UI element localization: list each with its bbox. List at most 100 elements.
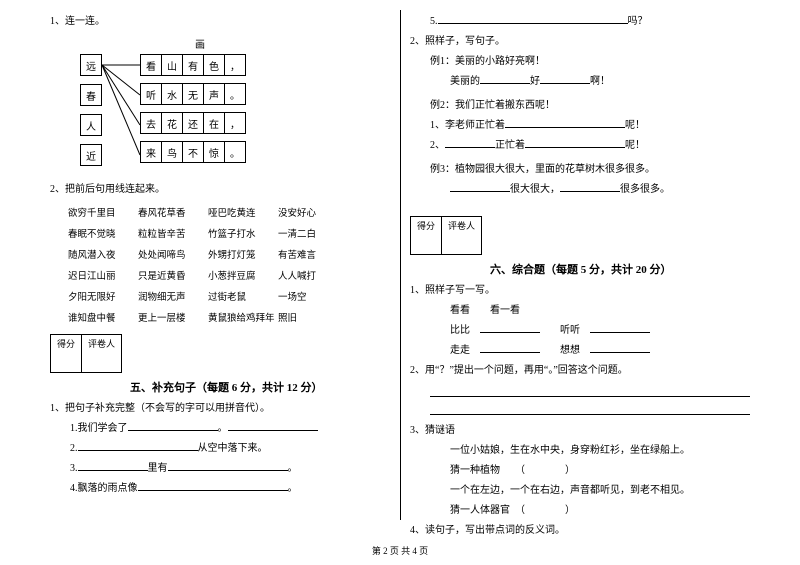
t: 2、	[430, 140, 445, 151]
gcell: ，	[224, 112, 246, 134]
pcell: 只是近黄昏	[138, 268, 208, 282]
grid-row: 看 山 有 色 ，	[140, 54, 245, 75]
grid-row: 来 鸟 不 惊 。	[140, 141, 245, 162]
grader-label: 评卷人	[82, 335, 121, 352]
pair-row: 春眠不觉晓粒粒皆辛苦竹篮子打水一清二白	[68, 226, 390, 240]
pcell: 谁知盘中餐	[68, 310, 138, 324]
q6-1: 1、照样子写一写。	[410, 283, 750, 299]
answer-line[interactable]	[430, 405, 750, 415]
fill-suffix: 从空中落下来。	[198, 443, 268, 454]
grader-cell: 评卷人	[441, 216, 482, 255]
fill-suffix: 吗？	[628, 16, 648, 27]
lcell-3: 近	[80, 144, 102, 166]
pcell: 润物细无声	[138, 289, 208, 303]
grader-label: 评卷人	[442, 217, 481, 234]
pcell: 更上一层楼	[138, 310, 208, 324]
t: 想想	[560, 345, 580, 356]
pcell: 照旧	[278, 310, 338, 324]
blank[interactable]	[438, 14, 628, 24]
blank[interactable]	[480, 343, 540, 353]
fill-item-4: 4.飘落的雨点像。	[50, 481, 390, 497]
pcell: 小葱拌豆腐	[208, 268, 278, 282]
pcell: 迟日江山丽	[68, 268, 138, 282]
fill-item-1: 1.我们学会了。	[50, 421, 390, 437]
matching-grid: 画 远 春 人 近 看 山 有 色 ， 听 水 无 声	[80, 36, 390, 176]
q6-1c: 走走 想想	[410, 343, 750, 359]
ex3: 例3：植物园很大很大，里面的花草树木很多很多。	[410, 162, 750, 178]
q6-3b: 猜一种植物 （ ）	[410, 463, 750, 479]
blank[interactable]	[450, 182, 510, 192]
blank[interactable]	[480, 323, 540, 333]
score-label: 得分	[411, 217, 441, 234]
gcell: ，	[224, 54, 246, 76]
gcell: 色	[203, 54, 225, 76]
pcell: 随风潜入夜	[68, 247, 138, 261]
blank[interactable]	[590, 323, 650, 333]
blank[interactable]	[525, 138, 625, 148]
blank[interactable]	[560, 182, 620, 192]
score-cell: 得分	[50, 334, 82, 373]
gcell: 声	[203, 83, 225, 105]
gcell: 。	[224, 83, 246, 105]
q6-3a: 一位小姑娘，生在水中央，身穿粉红衫，坐在绿船上。	[410, 443, 750, 459]
blank[interactable]	[445, 138, 495, 148]
answer-line[interactable]	[430, 387, 750, 397]
section-5-title: 五、补充句子（每题 6 分，共计 12 分）	[50, 379, 390, 395]
t: 听听	[560, 325, 580, 336]
gcell: 无	[182, 83, 204, 105]
fill-prefix: 2.	[70, 443, 78, 454]
pair-row: 迟日江山丽只是近黄昏小葱拌豆腐人人喊打	[68, 268, 390, 282]
gcell: 看	[140, 54, 162, 76]
q1-label: 1、连一连。	[50, 14, 390, 30]
t: 好	[530, 76, 540, 87]
gcell: 听	[140, 83, 162, 105]
pcell: 没安好心	[278, 205, 338, 219]
ex2: 例2：我们正忙着搬东西呢！	[410, 98, 750, 114]
right-grid: 看 山 有 色 ， 听 水 无 声 。 去 花 还 在	[140, 54, 245, 162]
blank[interactable]	[78, 461, 148, 471]
fill-item-3: 3.里有。	[50, 461, 390, 477]
grid-row: 去 花 还 在 ，	[140, 112, 245, 133]
pcell: 竹篮子打水	[208, 226, 278, 240]
blank[interactable]	[228, 421, 318, 431]
pcell: 一场空	[278, 289, 338, 303]
pcell: 粒粒皆辛苦	[138, 226, 208, 240]
pcell: 人人喊打	[278, 268, 338, 282]
gcell: 来	[140, 141, 162, 163]
pcell: 夕阳无限好	[68, 289, 138, 303]
blank[interactable]	[138, 481, 288, 491]
lcell-1: 春	[80, 84, 102, 106]
worksheet-page: 1、连一连。 画 远 春 人 近 看 山 有 色 ， 听 水	[0, 0, 800, 540]
pcell: 春眠不觉晓	[68, 226, 138, 240]
ex2-1: 1、李老师正忙着 呢！	[410, 118, 750, 134]
pcell: 有苦难言	[278, 247, 338, 261]
section-6-title: 六、综合题（每题 5 分，共计 20 分）	[410, 261, 750, 277]
blank[interactable]	[540, 74, 590, 84]
pair-table: 欲穷千里目春风花草香哑巴吃黄连没安好心 春眠不觉晓粒粒皆辛苦竹篮子打水一清二白 …	[68, 205, 390, 324]
blank[interactable]	[505, 118, 625, 128]
pcell: 黄鼠狼给鸡拜年	[208, 310, 278, 324]
q6-4: 4、读句子，写出带点词的反义词。	[410, 523, 750, 539]
blank[interactable]	[128, 421, 218, 431]
grid-row: 听 水 无 声 。	[140, 83, 245, 104]
t: 很大很大，	[510, 184, 560, 195]
t: 呢！	[625, 120, 645, 131]
ex1: 例1：美丽的小路好亮啊！	[410, 54, 750, 70]
q6-3c: 一个在左边，一个在右边，声音都听见，到老不相见。	[410, 483, 750, 499]
page-footer: 第 2 页 共 4 页	[0, 540, 800, 557]
q6-3: 3、猜谜语	[410, 423, 750, 439]
blank[interactable]	[78, 441, 198, 451]
blank[interactable]	[168, 461, 288, 471]
t: 很多很多。	[620, 184, 670, 195]
blank[interactable]	[480, 74, 530, 84]
pcell: 处处闻啼鸟	[138, 247, 208, 261]
q2-label: 2、把前后句用线连起来。	[50, 182, 390, 198]
t: 1、李老师正忙着	[430, 120, 505, 131]
score-box-5: 得分 评卷人	[50, 334, 390, 373]
pair-row: 欲穷千里目春风花草香哑巴吃黄连没安好心	[68, 205, 390, 219]
ex3-fill: 很大很大， 很多很多。	[410, 182, 750, 198]
gcell: 惊	[203, 141, 225, 163]
pair-row: 随风潜入夜处处闻啼鸟外甥打灯笼有苦难言	[68, 247, 390, 261]
blank[interactable]	[590, 343, 650, 353]
left-column: 1、连一连。 画 远 春 人 近 看 山 有 色 ， 听 水	[40, 10, 400, 540]
